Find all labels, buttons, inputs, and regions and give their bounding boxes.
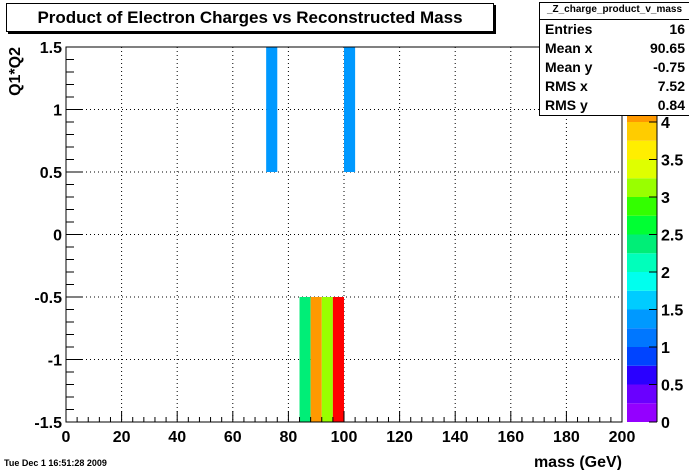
color-scale-swatch <box>627 140 657 160</box>
y-tick-label: 0 <box>53 228 62 245</box>
stat-value: 16 <box>669 21 685 37</box>
z-tick-label: 1 <box>661 340 670 357</box>
stat-row-mean-x: Mean x 90.65 <box>545 40 685 59</box>
z-tick-label: 3.5 <box>661 153 683 170</box>
x-tick-label: 120 <box>386 429 413 446</box>
heatmap-cell <box>332 297 344 422</box>
x-tick-label: 140 <box>442 429 469 446</box>
y-tick-label: 1 <box>53 103 62 120</box>
x-tick-label: 100 <box>331 429 358 446</box>
color-scale-swatch <box>627 234 657 254</box>
y-tick-label: -1 <box>48 353 62 370</box>
color-scale-swatch <box>627 253 657 272</box>
heatmap-cell <box>344 47 356 172</box>
chart-title-box: Product of Electron Charges vs Reconstru… <box>6 3 494 32</box>
heatmap-cell <box>299 297 311 422</box>
stat-row-rms-y: RMS y 0.84 <box>545 97 685 116</box>
stat-row-rms-x: RMS x 7.52 <box>545 78 685 97</box>
color-scale-swatch <box>627 309 657 329</box>
x-tick-label: 40 <box>168 429 186 446</box>
color-scale-swatch <box>627 197 657 216</box>
stats-name: _Z_charge_product_v_mass <box>540 4 689 20</box>
stat-row-mean-y: Mean y -0.75 <box>545 59 685 78</box>
heatmap-cell <box>266 47 278 172</box>
z-tick-label: 2.5 <box>661 228 683 245</box>
x-tick-label: 60 <box>224 429 242 446</box>
x-tick-label: 200 <box>609 429 636 446</box>
stat-value: 90.65 <box>649 40 685 56</box>
stat-key: Mean y <box>545 59 593 75</box>
color-scale-swatch <box>627 272 657 291</box>
stat-value: -0.75 <box>653 59 685 75</box>
x-tick-label: 20 <box>113 429 131 446</box>
stat-value: 7.52 <box>657 78 685 94</box>
color-scale-swatch <box>627 159 657 179</box>
stat-row-entries: Entries 16 <box>545 21 685 40</box>
stats-box: _Z_charge_product_v_mass Entries 16 Mean… <box>539 2 689 116</box>
color-scale-swatch <box>627 215 657 235</box>
heatmap-cell <box>321 297 333 422</box>
y-tick-label: -1.5 <box>34 415 62 432</box>
stat-key: Mean x <box>545 40 593 56</box>
z-tick-label: 0 <box>661 415 670 432</box>
x-tick-label: 180 <box>553 429 580 446</box>
chart-title: Product of Electron Charges vs Reconstru… <box>37 8 463 27</box>
color-scale-swatch <box>627 290 657 310</box>
z-tick-label: 3 <box>661 190 670 207</box>
z-tick-label: 4 <box>661 115 670 132</box>
x-tick-label: 0 <box>62 429 71 446</box>
z-tick-label: 0.5 <box>661 378 683 395</box>
stat-key: RMS y <box>545 97 588 113</box>
y-tick-label: -0.5 <box>34 290 62 307</box>
stat-key: RMS x <box>545 78 588 94</box>
y-tick-label: 0.5 <box>40 165 62 182</box>
y-tick-label: 1.5 <box>40 40 62 57</box>
color-scale-swatch <box>627 347 657 366</box>
color-scale-swatch <box>627 178 657 197</box>
z-tick-label: 2 <box>661 265 670 282</box>
x-tick-label: 80 <box>280 429 298 446</box>
color-scale-swatch <box>627 365 657 385</box>
color-scale-swatch <box>627 403 657 422</box>
x-axis-label: mass (GeV) <box>534 454 622 470</box>
stat-value: 0.84 <box>657 97 685 113</box>
stat-key: Entries <box>545 21 593 37</box>
color-scale-swatch <box>627 328 657 347</box>
timestamp-footer: Tue Dec 1 16:51:28 2009 <box>4 458 107 468</box>
color-scale-swatch <box>627 384 657 404</box>
x-tick-label: 160 <box>497 429 524 446</box>
color-scale-swatch <box>627 122 657 141</box>
y-axis-label: Q1*Q2 <box>7 47 24 96</box>
z-tick-label: 1.5 <box>661 303 683 320</box>
heatmap-cell <box>310 297 322 422</box>
